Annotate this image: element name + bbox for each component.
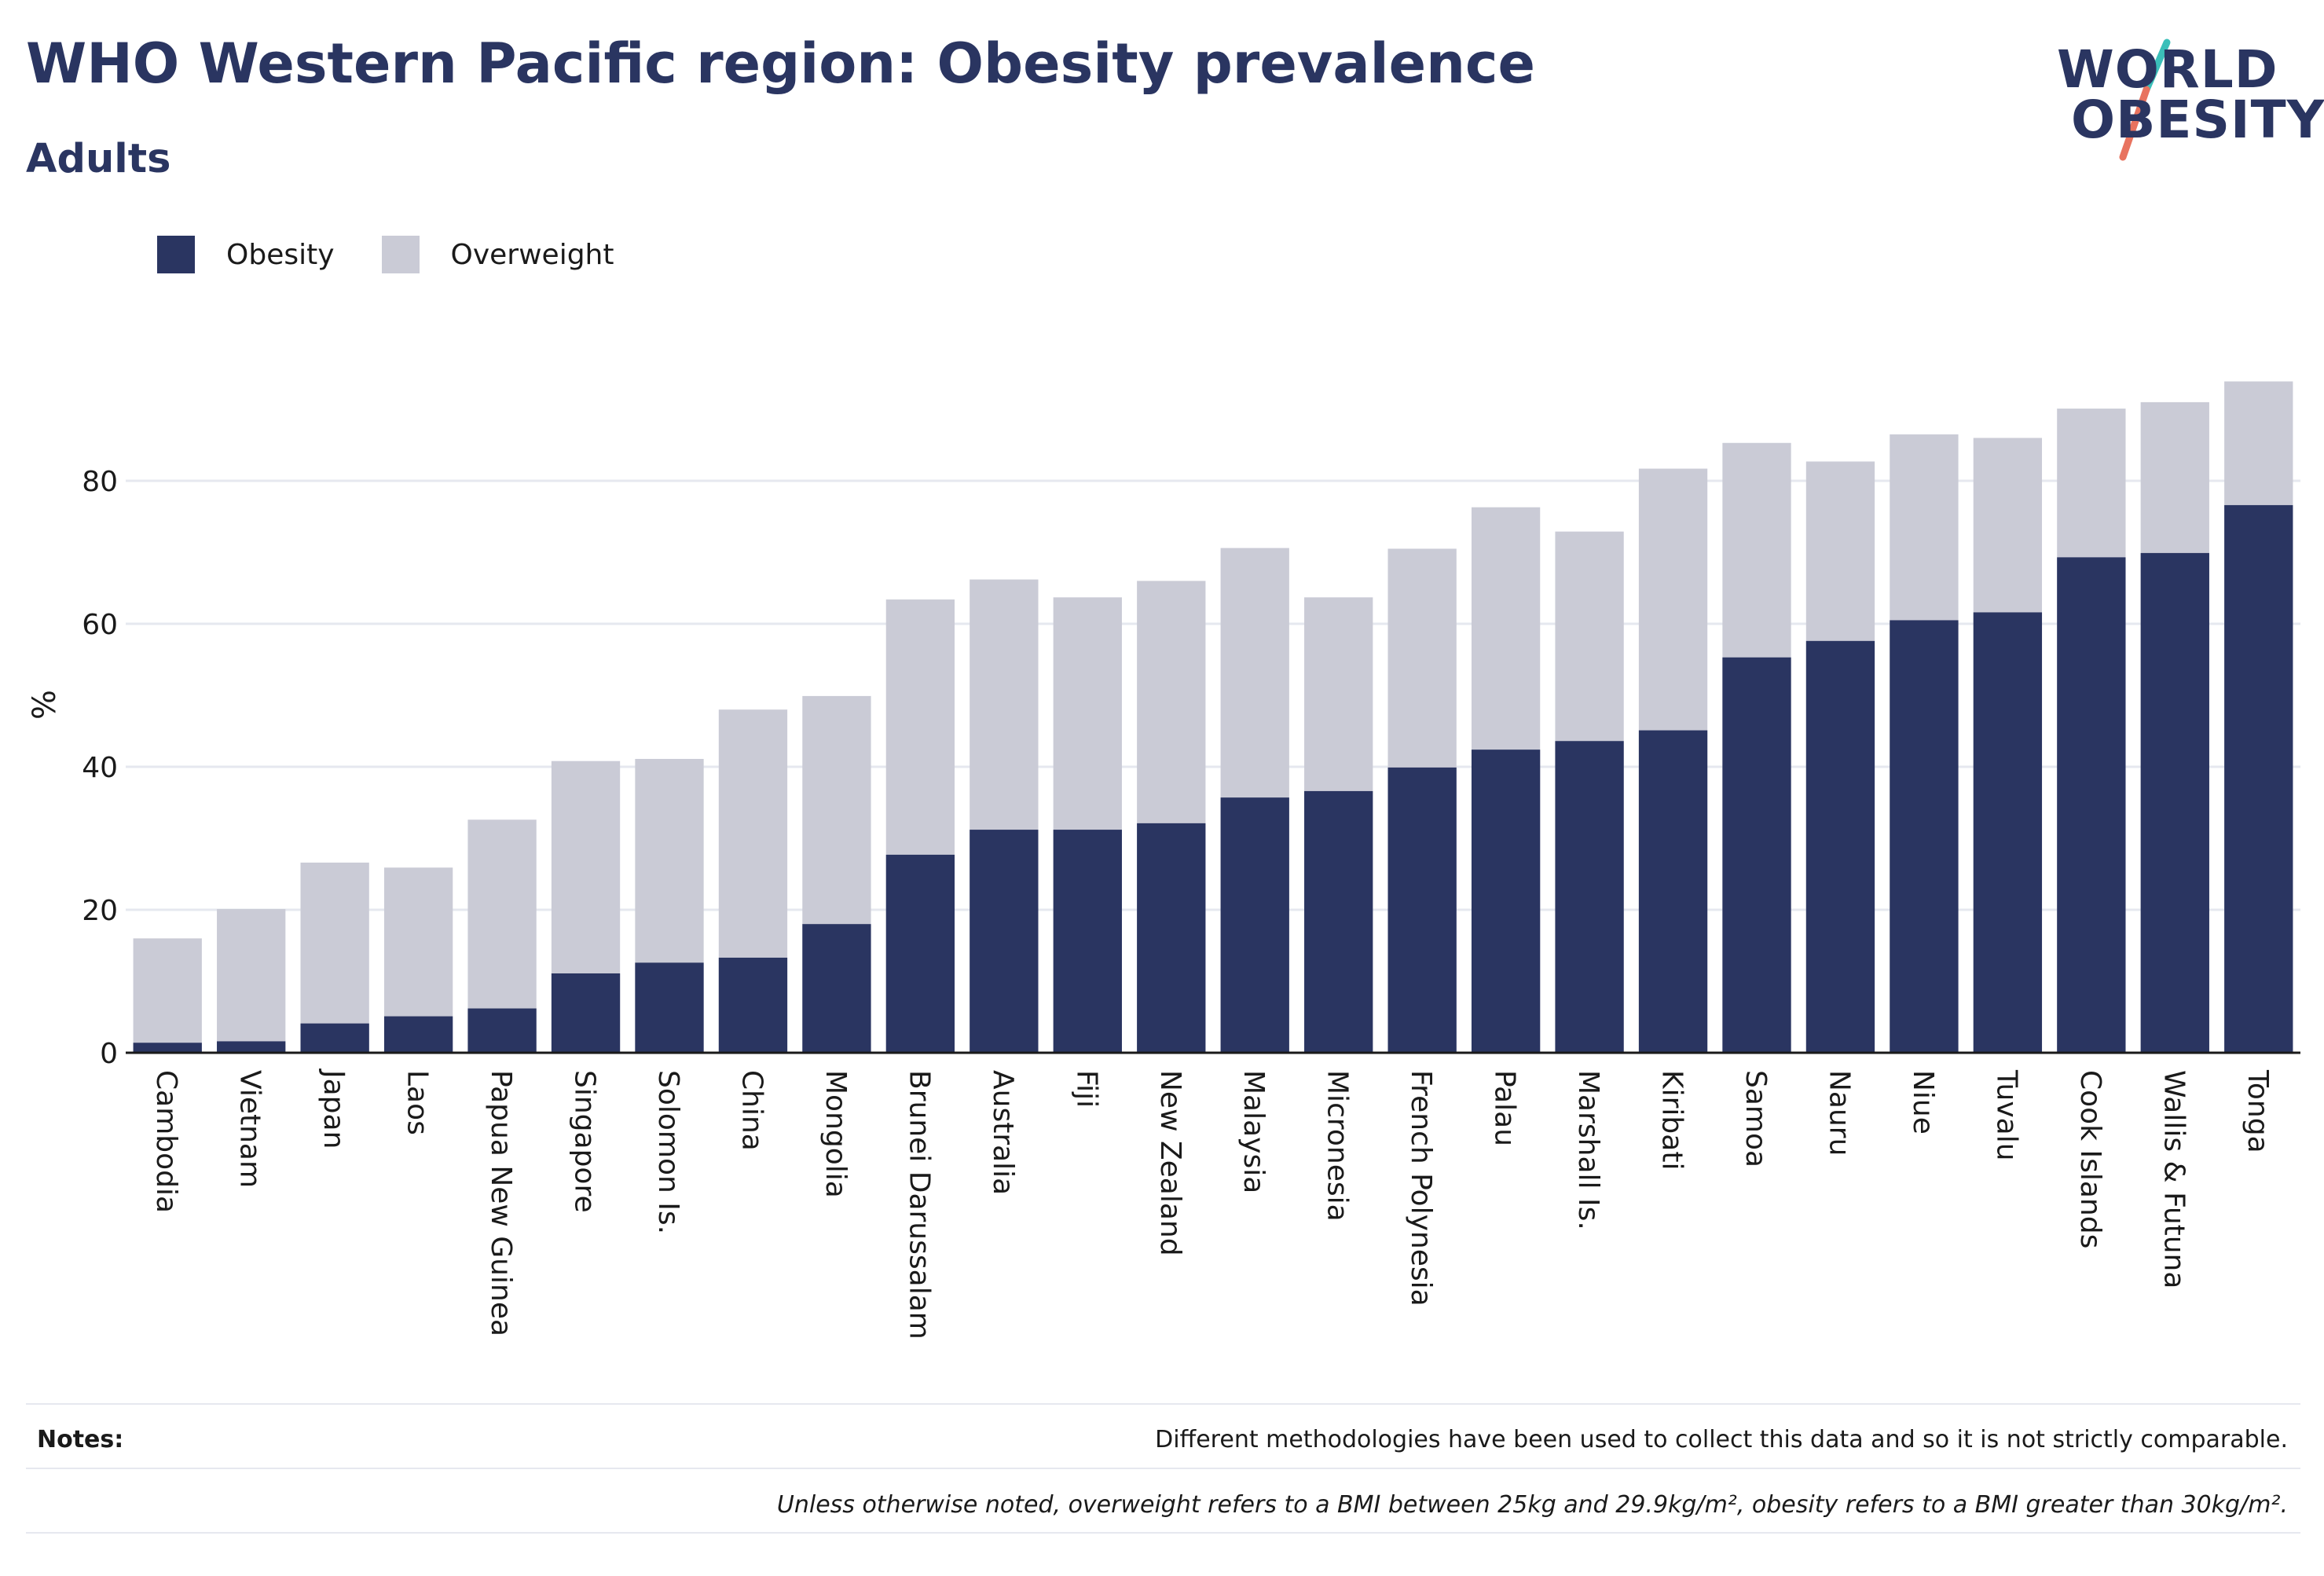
x-tick-label: Nauru xyxy=(1823,1070,1855,1156)
bar-obesity[interactable] xyxy=(1304,790,1373,1053)
chart-subtitle: Adults xyxy=(26,136,171,182)
x-tick-label: Fiji xyxy=(1070,1070,1102,1108)
notes-divider-top xyxy=(26,1403,2300,1405)
logo-word-obesity: OBESITY xyxy=(2071,90,2324,150)
y-tick-label: 80 xyxy=(82,466,118,498)
x-tick-label: Wallis & Futuna xyxy=(2157,1070,2190,1288)
legend-swatch-obesity xyxy=(157,236,195,273)
x-tick-label: Australia xyxy=(987,1070,1019,1195)
bar-obesity[interactable] xyxy=(802,924,871,1053)
bar-obesity[interactable] xyxy=(1387,767,1457,1053)
chart-title: WHO Western Pacific region: Obesity prev… xyxy=(26,31,1535,96)
legend-swatch-overweight xyxy=(381,236,420,273)
chart-legend: Obesity Overweight xyxy=(157,236,661,273)
x-tick-label: Cook Islands xyxy=(2074,1070,2106,1248)
y-tick-label: 20 xyxy=(82,895,118,927)
notes-label: Notes: xyxy=(37,1426,124,1453)
notes-definition: Unless otherwise noted, overweight refer… xyxy=(776,1491,2288,1519)
bar-obesity[interactable] xyxy=(467,1008,537,1053)
x-tick-label: Micronesia xyxy=(1321,1070,1354,1222)
bar-obesity[interactable] xyxy=(300,1023,369,1053)
bar-obesity[interactable] xyxy=(1973,612,2043,1053)
legend-item-overweight[interactable]: Overweight xyxy=(381,236,614,273)
bar-obesity[interactable] xyxy=(383,1016,453,1053)
x-tick-label: Tonga xyxy=(2242,1069,2274,1153)
bar-obesity[interactable] xyxy=(2224,504,2293,1053)
x-tick-label: Niue xyxy=(1907,1070,1939,1134)
bar-obesity[interactable] xyxy=(1137,823,1206,1053)
bar-obesity[interactable] xyxy=(1555,741,1624,1053)
x-tick-label: Palau xyxy=(1489,1070,1521,1146)
x-tick-label: New Zealand xyxy=(1154,1070,1186,1256)
bar-obesity[interactable] xyxy=(1053,830,1122,1053)
bar-obesity[interactable] xyxy=(1471,750,1541,1053)
bar-obesity[interactable] xyxy=(133,1043,202,1053)
legend-item-obesity[interactable]: Obesity xyxy=(157,236,335,273)
x-tick-label: Cambodia xyxy=(150,1070,182,1213)
x-tick-label: Kiribati xyxy=(1656,1070,1688,1170)
x-tick-label: Papua New Guinea xyxy=(485,1070,517,1336)
bar-obesity[interactable] xyxy=(551,973,621,1053)
x-tick-label: Malaysia xyxy=(1237,1070,1270,1193)
logo-slash-icon xyxy=(2119,38,2171,161)
bar-overweight[interactable] xyxy=(217,909,286,1053)
x-tick-label: Tuvalu xyxy=(1990,1069,2022,1161)
x-tick-label: Marshall Is. xyxy=(1572,1070,1604,1230)
bar-overweight[interactable] xyxy=(133,938,202,1053)
y-tick-label: 0 xyxy=(100,1038,118,1070)
bar-obesity[interactable] xyxy=(217,1041,286,1053)
bar-obesity[interactable] xyxy=(970,830,1039,1053)
bar-obesity[interactable] xyxy=(2057,557,2126,1053)
notes-text: Different methodologies have been used t… xyxy=(1155,1426,2288,1453)
x-tick-label: Solomon Is. xyxy=(652,1070,684,1234)
legend-label-obesity: Obesity xyxy=(226,238,335,271)
y-tick-label: 60 xyxy=(82,609,118,641)
bar-obesity[interactable] xyxy=(2140,552,2209,1053)
bar-obesity[interactable] xyxy=(635,962,704,1053)
bar-obesity[interactable] xyxy=(885,854,955,1053)
x-tick-label: China xyxy=(735,1070,768,1151)
legend-label-overweight: Overweight xyxy=(450,238,614,271)
obesity-bars xyxy=(133,504,2293,1053)
bar-obesity[interactable] xyxy=(1722,657,1791,1053)
notes-divider-bottom xyxy=(26,1532,2300,1534)
x-tick-label: Japan xyxy=(317,1068,350,1149)
bar-overweight[interactable] xyxy=(300,862,369,1053)
y-tick-label: 40 xyxy=(82,752,118,784)
x-tick-label: Singapore xyxy=(569,1070,601,1213)
bar-obesity[interactable] xyxy=(718,957,788,1053)
logo-word-world: WORLD xyxy=(2057,39,2278,100)
bar-obesity[interactable] xyxy=(1638,730,1708,1053)
x-tick-label: Vietnam xyxy=(234,1070,266,1188)
x-tick-label: Laos xyxy=(401,1070,434,1135)
y-axis-label: % xyxy=(27,690,63,720)
overweight-bars xyxy=(133,381,2293,1053)
x-axis-ticks: Cambodia Vietnam Japan Laos Papua New Guinea… xyxy=(150,1068,2274,1340)
x-tick-label: Mongolia xyxy=(819,1070,852,1198)
bar-chart: 0 20 40 60 80 Cambodia Vietnam Japan Laos Papua … xyxy=(27,381,2300,1340)
x-tick-label: Samoa xyxy=(1739,1070,1772,1167)
x-tick-label: Brunei Darussalam xyxy=(903,1070,935,1340)
y-axis-ticks: 0 20 40 60 80 xyxy=(82,466,118,1070)
bar-obesity[interactable] xyxy=(1890,620,1959,1053)
bar-obesity[interactable] xyxy=(1220,797,1289,1053)
bar-obesity[interactable] xyxy=(1805,640,1875,1053)
x-tick-label: French Polynesia xyxy=(1405,1070,1437,1307)
world-obesity-logo: WORLD OBESITY xyxy=(2051,38,2324,171)
notes-divider-middle xyxy=(26,1468,2300,1469)
